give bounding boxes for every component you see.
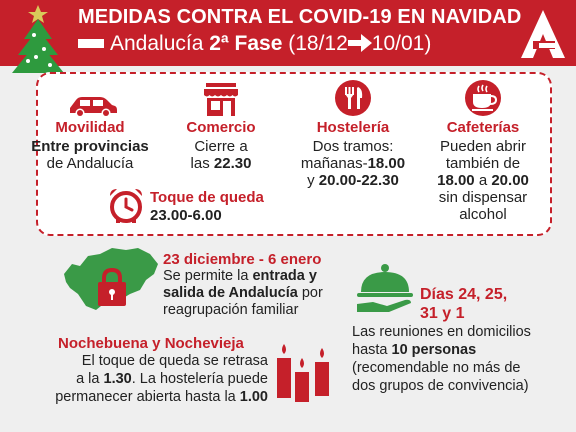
andalucia-logo-icon <box>521 10 565 58</box>
entrada-line2-post: por <box>297 285 323 301</box>
nochebuena-line1: El toque de queda se retrasa <box>81 353 268 369</box>
candles-icon <box>277 344 329 402</box>
entrada-line2-bold: salida de Andalucía <box>163 285 298 301</box>
cafeterias-label: Cafeterías <box>446 119 520 136</box>
subtitle-from: (18/12 <box>288 32 348 55</box>
padlock-map-icon <box>64 248 158 310</box>
subtitle-bar <box>78 39 104 48</box>
dias-people-limit: 10 personas <box>391 342 477 358</box>
hosteleria-label: Hostelería <box>316 119 390 136</box>
movilidad-label: Movilidad <box>55 119 125 136</box>
dias-line1: Las reuniones en domicilios <box>352 324 531 340</box>
nochebuena-text: El toque de queda se retrasa a la 1.30. … <box>40 352 268 406</box>
toque-label: Toque de queda <box>150 189 264 206</box>
comercio-text: Cierre a las 22.30 <box>171 138 271 172</box>
shop-icon <box>204 83 238 116</box>
cutlery-icon <box>335 80 371 116</box>
movilidad-text: Entre provincias de Andalucía <box>30 138 150 172</box>
movilidad-line1: Entre provincias <box>31 138 149 155</box>
nochebuena-close-time: 1.00 <box>239 389 268 405</box>
dias-heading-line1: Días 24, 25, <box>420 286 508 303</box>
cafeterias-to-time: 20.00 <box>491 172 529 189</box>
movilidad-line2: de Andalucía <box>46 155 134 172</box>
cafeterias-line2: también de <box>445 155 521 172</box>
dias-line4: dos grupos de convivencia) <box>352 378 529 394</box>
dias-text: Las reuniones en domicilios hasta 10 per… <box>352 323 531 395</box>
cafeterias-from-time: 18.00 <box>437 172 475 189</box>
header-banner: MEDIDAS CONTRA EL COVID-19 EN NAVIDAD An… <box>0 0 576 73</box>
dias-heading-line2: 31 y 1 <box>420 305 465 322</box>
cafeterias-text: Pueden abrir también de 18.00 a 20.00 si… <box>423 138 543 223</box>
nochebuena-line2-post: . La hostelería puede <box>131 371 268 387</box>
subtitle-phase: 2ª Fase <box>209 32 283 55</box>
entrada-text: Se permite la entrada y salida de Andalu… <box>163 268 323 319</box>
entrada-line1-bold: entrada y <box>252 268 317 284</box>
cloche-icon <box>357 264 413 312</box>
nochebuena-heading: Nochebuena y Nochevieja <box>58 335 244 352</box>
entrada-line3: reagrupación familiar <box>163 302 299 318</box>
comercio-line1: Cierre a <box>194 138 248 155</box>
arrow-right-icon <box>347 34 372 52</box>
hosteleria-evening-time: 20.00-22.30 <box>318 172 399 189</box>
dias-line3: (recomendable no más de <box>352 360 521 376</box>
coffee-cup-icon <box>465 80 501 116</box>
nochebuena-line2-pre: a la <box>76 371 104 387</box>
comercio-line2-pre: las <box>190 155 214 172</box>
page-title: MEDIDAS CONTRA EL COVID-19 EN NAVIDAD <box>78 6 522 28</box>
cafeterias-line3-mid: a <box>474 172 492 189</box>
hosteleria-line3-pre: y <box>307 172 319 189</box>
cafeterias-line1: Pueden abrir <box>440 138 526 155</box>
nochebuena-line3-pre: permanecer abierta hasta la <box>55 389 240 405</box>
car-icon <box>70 97 117 118</box>
entrada-heading: 23 diciembre - 6 enero <box>163 251 322 268</box>
entrada-line1-pre: Se permite la <box>163 268 253 284</box>
comercio-close-time: 22.30 <box>213 155 252 172</box>
hosteleria-text: Dos tramos: mañanas-18.00 y 20.00-22.30 <box>288 138 418 189</box>
hosteleria-line2-pre: mañanas- <box>300 155 368 172</box>
subtitle-to: 10/01) <box>371 32 432 55</box>
hosteleria-line1: Dos tramos: <box>312 138 394 155</box>
dias-heading: Días 24, 25, 31 y 1 <box>420 285 507 323</box>
subtitle-region: Andalucía <box>110 32 204 55</box>
toque-time: 23.00-6.00 <box>150 207 222 224</box>
alarm-clock-icon <box>110 189 142 223</box>
dias-line2-pre: hasta <box>352 342 392 358</box>
comercio-label: Comercio <box>186 119 256 136</box>
page-subtitle: Andalucía 2ª Fase (18/12 10/01) <box>110 32 431 56</box>
hosteleria-morning-time: 18.00 <box>367 155 406 172</box>
cafeterias-line4: sin dispensar <box>438 189 528 206</box>
christmas-tree-icon <box>12 5 64 73</box>
cafeterias-line5: alcohol <box>459 206 507 223</box>
nochebuena-curfew-time: 1.30 <box>103 371 132 387</box>
